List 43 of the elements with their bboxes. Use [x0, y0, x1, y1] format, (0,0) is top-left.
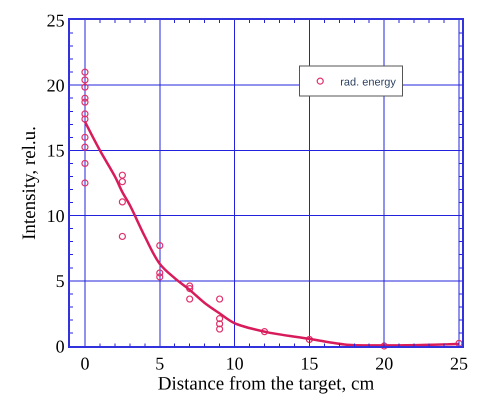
point [186, 295, 194, 303]
point [186, 285, 194, 292]
point [216, 320, 224, 328]
point [156, 242, 164, 250]
point [156, 273, 164, 280]
x-tick-label: 5 [155, 353, 164, 374]
point [81, 84, 89, 91]
point [81, 160, 89, 168]
point [216, 315, 224, 322]
y-tick-label: 20 [46, 76, 65, 96]
x-axis-title: Distance from the target, cm [158, 374, 374, 395]
point [81, 68, 89, 76]
point [118, 178, 126, 186]
x-tick-label: 20 [375, 353, 394, 374]
point [81, 134, 89, 141]
y-axis-title: Intensity, rel.u. [19, 126, 40, 240]
x-tick-label: 25 [450, 353, 468, 374]
point [81, 98, 89, 106]
point [186, 282, 194, 290]
point [81, 116, 89, 123]
point [156, 269, 164, 277]
point [81, 144, 89, 151]
point [260, 328, 268, 336]
point [216, 325, 224, 333]
point [118, 232, 126, 240]
point [81, 179, 89, 187]
x-tick-label: 10 [226, 353, 244, 374]
point [81, 76, 89, 84]
point [118, 198, 126, 206]
y-tick-label: 5 [56, 271, 65, 292]
y-tick-label: 15 [46, 140, 65, 161]
x-tick-label: 0 [80, 353, 90, 374]
point [81, 94, 89, 102]
y-tick-label: 0 [56, 336, 65, 356]
y-tick-label: 10 [46, 206, 65, 226]
x-tick-label: 15 [300, 353, 318, 374]
legend-label: rad. energy [340, 76, 396, 88]
point [81, 110, 89, 118]
point [216, 295, 224, 303]
point [455, 340, 463, 347]
y-tick-label: 25 [46, 10, 65, 30]
point [306, 336, 313, 344]
point [118, 172, 126, 179]
